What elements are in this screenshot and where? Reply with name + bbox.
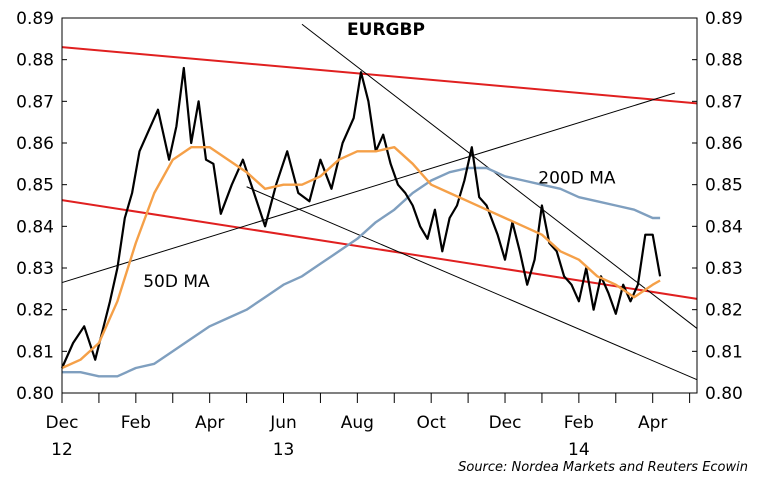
y-tick-label-right: 0.89 [705,9,743,29]
y-tick-label-right: 0.84 [705,217,743,237]
annotations: 50D MA 200D MA [143,168,616,291]
trendline-1 [61,199,698,300]
y-tick-label-right: 0.82 [705,301,743,321]
y-tick-label-left: 0.82 [16,301,54,321]
x-tick-label: Jun [269,413,297,433]
y-tick-label-left: 0.89 [16,9,54,29]
x-tick-label: Apr [195,413,224,433]
50d-ma-series-line [61,145,661,370]
trendline-3 [301,23,698,329]
y-tick-label-left: 0.88 [16,51,54,71]
trendline-2 [61,92,675,284]
x-tick-label: Feb [121,413,151,433]
200d-ma-series-line [62,166,661,378]
y-tick-label-right: 0.88 [705,51,743,71]
y-tick-label-right: 0.83 [705,259,743,279]
eurgbp-series-line [60,66,662,369]
y-tick-label-right: 0.81 [705,342,743,362]
x-tick-year-label: 13 [273,440,295,460]
y-tick-label-left: 0.80 [16,384,54,404]
x-tick-label: Oct [416,413,446,433]
plot-frame [61,17,698,394]
x-tick-year-label: 14 [568,440,590,460]
x-tick-year-label: 12 [51,440,73,460]
y-tick-label-left: 0.86 [16,134,54,154]
trendline-4 [246,186,698,381]
y-tick-label-left: 0.85 [16,176,54,196]
chart-title: EURGBP [347,20,425,40]
source-note: Source: Nordea Markets and Reuters Ecowi… [458,460,748,475]
y-tick-label-left: 0.87 [16,92,54,112]
y-tick-label-right: 0.85 [705,176,743,196]
axes [61,17,698,403]
y-tick-label-left: 0.84 [16,217,54,237]
series-annotation: 50D MA [143,272,210,292]
trendline-0 [61,46,698,105]
tick-labels: 0.80 0.80 0.81 0.81 0.82 0.82 0.83 0.83 0.84 0.84… [16,9,743,460]
x-tick-label: Apr [638,413,667,433]
y-tick-label-right: 0.86 [705,134,743,154]
y-tick-label-right: 0.80 [705,384,743,404]
x-tick-label: Dec [489,413,522,433]
x-tick-label: Dec [46,413,79,433]
series-lines [60,66,662,378]
y-tick-label-left: 0.83 [16,259,54,279]
x-tick-label: Feb [564,413,594,433]
y-tick-label-right: 0.87 [705,92,743,112]
y-tick-label-left: 0.81 [16,342,54,362]
x-tick-label: Aug [341,413,374,433]
series-annotation: 200D MA [538,168,616,188]
trendlines [61,23,698,381]
